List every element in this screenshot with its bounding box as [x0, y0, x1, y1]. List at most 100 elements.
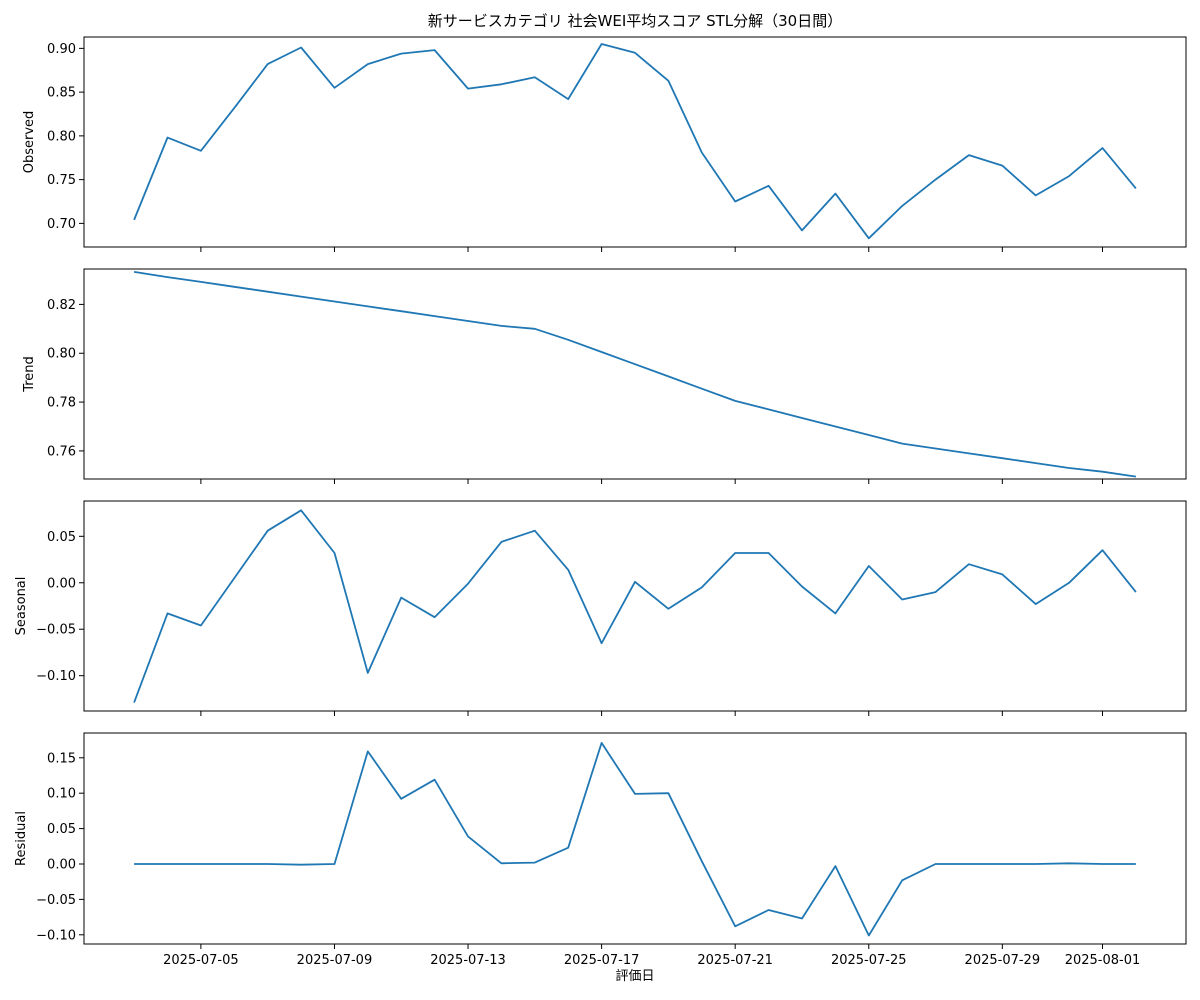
- data-point: [534, 862, 536, 864]
- data-point: [935, 863, 937, 865]
- data-point: [534, 530, 536, 532]
- data-point: [400, 798, 402, 800]
- data-point: [667, 608, 669, 610]
- data-point: [567, 847, 569, 849]
- data-point: [1135, 187, 1137, 189]
- y-tick-label: 0.00: [47, 576, 76, 591]
- y-tick-label: 0.05: [47, 822, 76, 837]
- panel-frame-1: [83, 268, 1187, 480]
- data-point: [200, 150, 202, 152]
- data-point: [200, 863, 202, 865]
- data-point: [701, 152, 703, 154]
- data-point: [801, 918, 803, 920]
- data-point: [367, 672, 369, 674]
- data-point: [868, 434, 870, 436]
- y-tick-label: 0.00: [47, 857, 76, 872]
- data-point: [834, 612, 836, 614]
- y-tick-label: −0.05: [36, 893, 76, 908]
- data-point: [734, 201, 736, 203]
- data-point: [1102, 147, 1104, 149]
- data-point: [667, 375, 669, 377]
- data-point: [500, 325, 502, 327]
- y-axis-label: Trend: [22, 356, 37, 393]
- y-tick-label: 0.82: [47, 298, 76, 313]
- x-tick-label: 2025-07-09: [297, 953, 373, 968]
- data-point: [467, 835, 469, 837]
- data-point: [1035, 194, 1037, 196]
- x-axis-label: 評価日: [615, 969, 654, 984]
- data-point: [434, 616, 436, 618]
- data-point: [901, 598, 903, 600]
- data-point: [1001, 165, 1003, 167]
- data-point: [601, 742, 603, 744]
- data-point: [400, 597, 402, 599]
- x-tick-label: 2025-07-13: [430, 953, 506, 968]
- x-tick-label: 2025-07-17: [564, 953, 640, 968]
- panel-frame-0: [83, 36, 1187, 248]
- data-point: [801, 585, 803, 587]
- data-point: [667, 792, 669, 794]
- data-point: [935, 179, 937, 181]
- data-point: [1068, 175, 1070, 177]
- x-tick-label: 2025-07-25: [831, 953, 907, 968]
- data-point: [634, 793, 636, 795]
- data-point: [567, 98, 569, 100]
- data-point: [834, 426, 836, 428]
- data-point: [868, 237, 870, 239]
- data-point: [534, 76, 536, 78]
- data-point: [968, 863, 970, 865]
- data-point: [434, 779, 436, 781]
- y-tick-label: −0.05: [36, 623, 76, 638]
- data-point: [1001, 863, 1003, 865]
- data-point: [467, 320, 469, 322]
- data-point: [1068, 467, 1070, 469]
- data-point: [1035, 462, 1037, 464]
- data-point: [1135, 476, 1137, 478]
- data-point: [701, 586, 703, 588]
- data-point: [1035, 603, 1037, 605]
- x-tick-label: 2025-08-01: [1065, 953, 1141, 968]
- data-point: [1102, 863, 1104, 865]
- y-tick-label: 0.15: [47, 751, 76, 766]
- data-point: [734, 400, 736, 402]
- data-point: [500, 541, 502, 543]
- y-tick-label: 0.90: [47, 42, 76, 57]
- data-point: [601, 642, 603, 644]
- y-tick-label: 0.80: [47, 129, 76, 144]
- data-point: [166, 137, 168, 139]
- data-point: [300, 864, 302, 866]
- y-tick-label: 0.05: [47, 530, 76, 545]
- x-tick-label: 2025-07-29: [965, 953, 1041, 968]
- data-point: [367, 305, 369, 307]
- y-axis-label: Residual: [14, 811, 29, 866]
- data-point: [333, 300, 335, 302]
- data-point: [166, 612, 168, 614]
- data-point: [601, 43, 603, 45]
- data-point: [534, 328, 536, 330]
- data-point: [768, 552, 770, 554]
- data-point: [1068, 582, 1070, 584]
- data-point: [500, 83, 502, 85]
- data-point: [1001, 573, 1003, 575]
- data-point: [267, 291, 269, 293]
- x-tick-label: 2025-07-21: [697, 953, 773, 968]
- y-tick-label: 0.76: [47, 444, 76, 459]
- data-point: [935, 447, 937, 449]
- y-tick-label: 0.70: [47, 217, 76, 232]
- y-tick-label: −0.10: [36, 669, 76, 684]
- y-tick-label: 0.10: [47, 787, 76, 802]
- data-point: [233, 863, 235, 865]
- data-point: [1135, 863, 1137, 865]
- series-line-seasonal: [133, 509, 1137, 703]
- series-line-residual: [134, 742, 1136, 937]
- data-point: [267, 63, 269, 65]
- data-point: [768, 408, 770, 410]
- data-point: [601, 351, 603, 353]
- data-point: [200, 625, 202, 627]
- data-point: [233, 286, 235, 288]
- y-axis-label: Observed: [22, 111, 37, 174]
- data-point: [734, 925, 736, 927]
- data-point: [968, 452, 970, 454]
- data-point: [868, 565, 870, 567]
- data-point: [133, 219, 135, 221]
